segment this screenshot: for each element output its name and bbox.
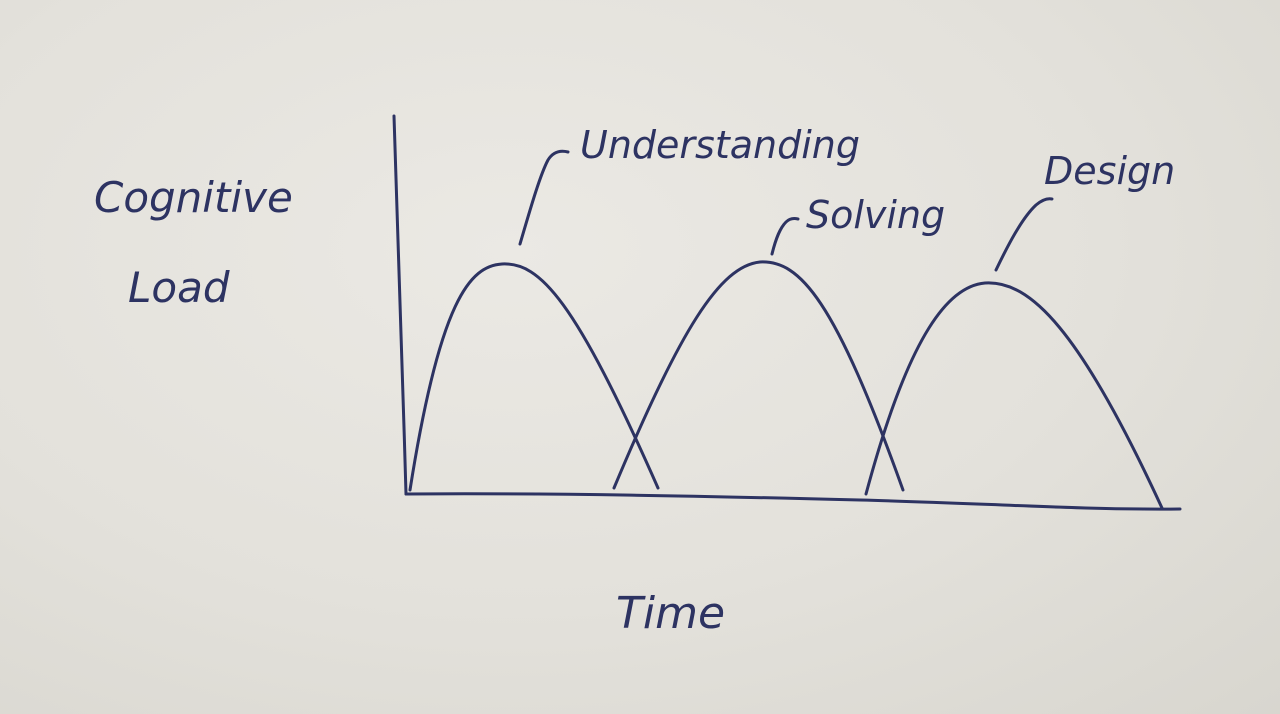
design-leader-line <box>994 197 1054 272</box>
y-axis-line <box>392 114 408 496</box>
design-curve <box>864 281 1164 510</box>
y-axis-label-line-1: Cognitive <box>94 173 293 222</box>
understanding-leader-line <box>518 149 570 246</box>
x-axis-line <box>404 492 1182 511</box>
solving-curve <box>612 260 905 492</box>
solving-label: Solving <box>806 193 945 237</box>
x-axis-label: Time <box>616 588 725 639</box>
understanding-curve <box>408 262 660 492</box>
solving-leader-line <box>770 216 800 256</box>
design-label: Design <box>1044 149 1175 193</box>
understanding-label: Understanding <box>580 123 860 167</box>
y-axis-label-line-2: Load <box>128 263 230 312</box>
